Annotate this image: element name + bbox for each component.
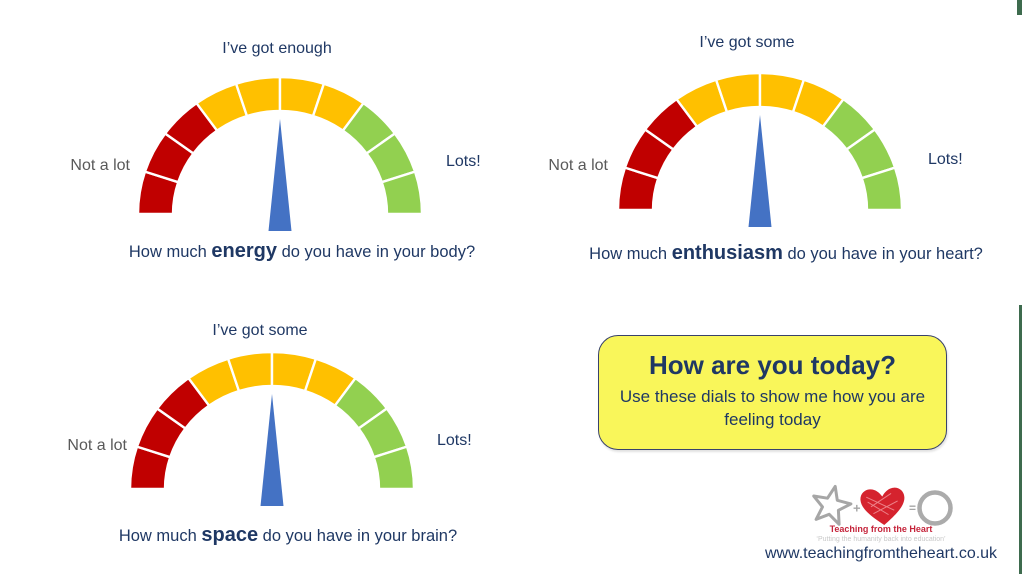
logo-equation-graphic: + = xyxy=(812,484,953,526)
space-dial-gauge xyxy=(128,350,416,506)
dial-segment xyxy=(380,170,424,216)
gauge-enthusiasm-max-label: Lots! xyxy=(928,151,963,168)
question-prefix: How much xyxy=(589,245,672,263)
question-prefix: How much xyxy=(128,243,212,261)
question-keyword: energy xyxy=(211,240,277,262)
energy-dial-gauge xyxy=(136,75,424,231)
dial-segment xyxy=(860,166,904,212)
enthusiasm-dial-gauge xyxy=(616,71,904,227)
gauge-space-question: How much space do you have in your brain… xyxy=(119,524,457,547)
question-suffix: do you have in your heart? xyxy=(782,245,983,263)
website-url: www.teachingfromtheheart.co.uk xyxy=(764,545,998,562)
gauge-space-min-label: Not a lot xyxy=(67,437,127,454)
note-title: How are you today? xyxy=(648,350,897,380)
gauge-energy-title: I’ve got enough xyxy=(222,40,332,57)
logo-tagline-text: ‘Putting the humanity back into educatio… xyxy=(816,536,946,543)
instruction-note-box: How are you today? Use these dials to sh… xyxy=(598,335,947,450)
gauge-energy-min-label: Not a lot xyxy=(70,157,130,174)
equals-icon: = xyxy=(909,501,916,515)
note-body: Use these dials to show me how you are f… xyxy=(619,387,926,429)
gauge-enthusiasm-title: I’ve got some xyxy=(699,34,795,51)
question-suffix: do you have in your brain? xyxy=(258,527,458,545)
gauge-space-max-label: Lots! xyxy=(437,432,472,449)
dial-needle xyxy=(748,115,772,227)
plus-icon: + xyxy=(853,501,861,516)
dial-needle xyxy=(268,119,292,231)
question-keyword: enthusiasm xyxy=(671,242,783,264)
screen-edge-artifact xyxy=(1019,305,1022,574)
logo-brand-text: Teaching from the Heart xyxy=(829,524,933,534)
gauge-enthusiasm-question: How much enthusiasm do you have in your … xyxy=(589,242,983,265)
question-keyword: space xyxy=(201,524,259,546)
star-icon xyxy=(812,484,853,526)
gauge-enthusiasm-min-label: Not a lot xyxy=(548,157,608,174)
gauge-space-title: I’ve got some xyxy=(212,322,308,339)
question-suffix: do you have in your body? xyxy=(276,243,476,261)
heart-icon xyxy=(860,487,905,525)
question-prefix: How much xyxy=(118,527,202,545)
dial-segment xyxy=(372,445,416,491)
screen-edge-artifact xyxy=(1017,0,1022,15)
circle-icon xyxy=(917,490,953,526)
gauge-energy-question: How much energy do you have in your body… xyxy=(129,240,475,263)
gauge-energy-max-label: Lots! xyxy=(446,153,481,170)
dial-needle xyxy=(260,394,284,506)
